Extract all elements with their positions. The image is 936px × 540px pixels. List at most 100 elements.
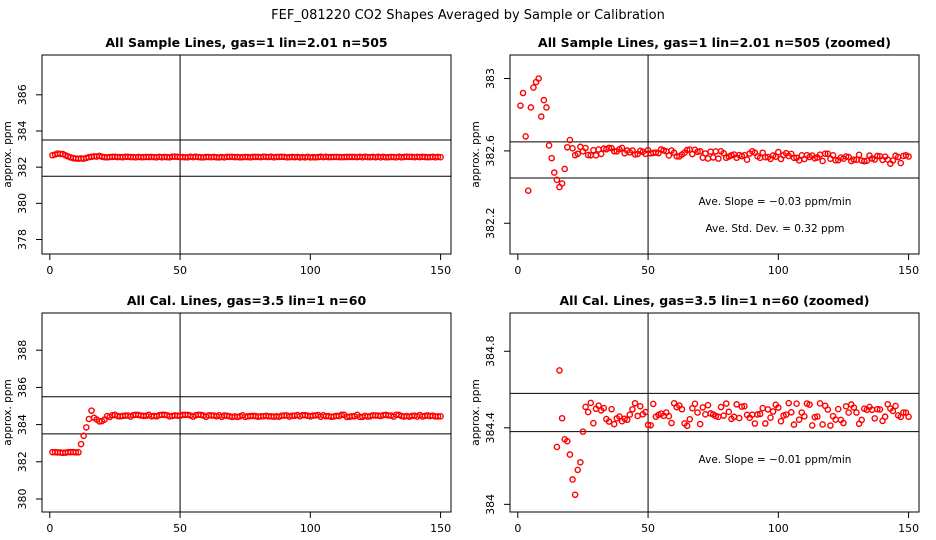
data-point <box>584 151 592 159</box>
data-point <box>649 400 657 408</box>
y-axis-label: approx. ppm <box>470 121 482 187</box>
x-tick-label: 0 <box>514 522 521 535</box>
y-tick-label: 384.4 <box>484 412 497 444</box>
data-point <box>756 410 764 418</box>
data-point <box>616 413 623 420</box>
y-tick-label: 388 <box>16 340 29 361</box>
plot-frame <box>509 54 920 255</box>
y-tick-label: 384 <box>16 414 29 435</box>
data-point <box>85 415 93 423</box>
data-point <box>558 414 566 422</box>
data-point <box>858 416 865 424</box>
data-point <box>665 152 673 159</box>
data-point <box>707 148 714 155</box>
data-point <box>777 417 785 425</box>
annotation: Ave. Slope = −0.03 ppm/min <box>699 196 852 208</box>
data-point <box>569 145 576 152</box>
data-point <box>900 409 907 416</box>
y-tick-label: 378 <box>16 229 29 250</box>
data-point <box>694 409 701 416</box>
data-point <box>75 448 82 456</box>
figure-title: FEF_081220 CO2 Shapes Averaged by Sample… <box>271 8 665 23</box>
data-point <box>571 491 579 499</box>
data-point <box>548 154 555 162</box>
data-point <box>597 150 605 158</box>
data-point <box>764 406 772 413</box>
data-point <box>668 419 675 427</box>
data-point <box>845 409 852 416</box>
data-point <box>767 414 774 422</box>
data-point <box>702 411 709 418</box>
data-point <box>642 408 649 416</box>
y-tick-label: 384.8 <box>484 336 497 368</box>
data-point <box>577 458 584 466</box>
data-point <box>892 402 899 410</box>
data-point <box>814 413 821 420</box>
data-point <box>522 133 529 140</box>
data-point <box>801 413 808 420</box>
data-point <box>876 406 884 413</box>
data-point <box>582 403 589 411</box>
data-point <box>566 451 574 458</box>
data-point <box>704 155 712 162</box>
data-point <box>629 405 636 413</box>
y-axis-label: approx. ppm <box>2 121 14 187</box>
y-tick-label: 382 <box>16 451 29 472</box>
x-tick-label: 100 <box>768 522 789 535</box>
data-point <box>712 148 720 155</box>
data-point <box>743 156 751 163</box>
panel-title: All Sample Lines, gas=1 lin=2.01 n=505 <box>105 35 387 50</box>
y-tick-label: 382.6 <box>484 135 497 167</box>
data-point <box>834 405 842 413</box>
data-point <box>905 153 912 160</box>
y-tick-label: 380 <box>16 488 29 509</box>
panel-1: All Sample Lines, gas=1 lin=2.01 n=505 0 5… <box>2 35 452 277</box>
data-point <box>636 402 644 410</box>
y-tick-label: 382 <box>16 157 29 178</box>
x-tick-label: 150 <box>898 264 919 277</box>
data-point <box>691 400 699 408</box>
data-point <box>437 153 444 161</box>
x-tick-label: 150 <box>430 264 451 277</box>
data-point <box>889 157 897 164</box>
data-point <box>545 142 553 149</box>
data-point <box>741 402 748 410</box>
data-point <box>553 176 561 184</box>
data-point <box>524 187 532 194</box>
data-point <box>790 154 798 162</box>
data-point <box>759 404 766 412</box>
data-point <box>579 428 587 435</box>
data-point <box>788 408 795 416</box>
data-point <box>610 420 618 428</box>
data-point <box>696 420 704 428</box>
data-point <box>717 403 725 411</box>
data-point <box>434 413 442 420</box>
data-point <box>824 406 832 413</box>
data-point <box>72 449 80 456</box>
data-point <box>871 415 879 422</box>
data-point <box>550 169 558 176</box>
plot-frame <box>41 54 452 255</box>
annotation: Ave. Slope = −0.01 ppm/min <box>699 454 852 466</box>
data-point <box>535 75 542 82</box>
data-point <box>761 420 769 427</box>
data-point <box>782 411 790 419</box>
data-point <box>889 407 897 415</box>
data-point <box>587 399 595 407</box>
x-tick-label: 100 <box>300 522 321 535</box>
data-point <box>683 422 691 430</box>
data-point <box>806 401 813 408</box>
x-tick-label: 0 <box>514 264 521 277</box>
data-point <box>850 404 858 411</box>
data-point <box>827 422 834 429</box>
data-point <box>819 157 826 165</box>
data-point <box>605 144 613 152</box>
data-point <box>694 148 701 156</box>
y-tick-label: 383 <box>484 68 497 89</box>
x-tick-label: 50 <box>641 264 655 277</box>
data-point <box>558 180 566 187</box>
data-point <box>754 411 761 418</box>
data-point <box>582 144 589 152</box>
